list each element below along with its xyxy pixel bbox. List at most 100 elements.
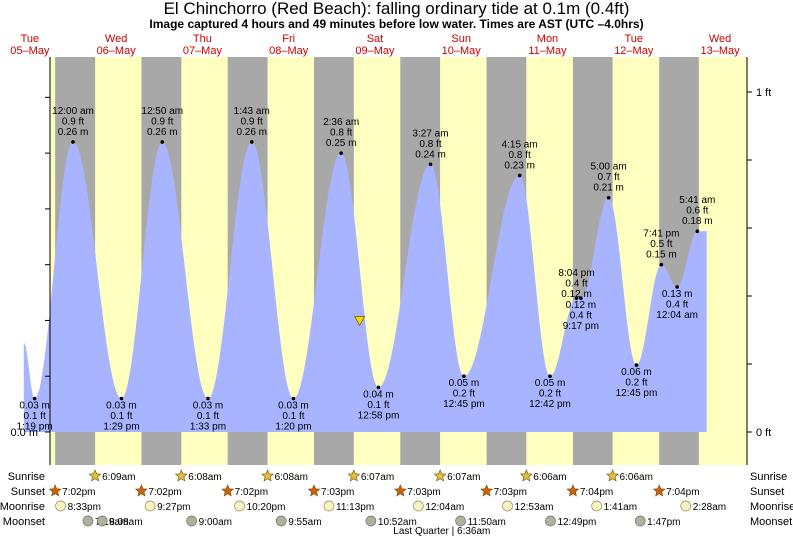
tide-point [249,140,254,144]
tide-point [574,296,579,300]
sunrise-time: 6:07am [361,472,394,483]
day-name: Fri [282,33,295,45]
sunrise-time: 6:07am [447,472,480,483]
low-tide-label: 0.4 ft [570,311,592,322]
sunset-time: 7:02pm [62,487,95,498]
moonrise-icon [323,500,335,512]
low-tide-label: 0.2 ft [539,389,561,400]
high-tide-label: 0.9 ft [151,116,173,127]
low-tide-label: 0.2 ft [453,389,475,400]
day-name: Tue [21,33,40,45]
sunrise-icon [261,469,275,482]
tide-point [659,262,664,267]
tide-point [206,396,210,401]
right-axis-label: 0 ft [756,427,771,439]
low-tide-label: 12:04 am [656,310,698,321]
moonrise-time: 12:04am [425,502,464,513]
high-tide-label: 0.8 ft [330,128,352,139]
high-tide-label: 0.26 m [147,127,178,138]
day-date: 12–May [614,45,654,57]
high-tide-label: 0.23 m [504,160,535,171]
left-axis-label: 0.0 m [10,427,38,439]
sunset-time: 7:03pm [407,487,440,498]
moonset-row-label-right: Moonset [750,516,792,528]
moonset-time: 12:49pm [557,517,596,528]
day-name: Mon [537,33,558,45]
sunset-icon [652,484,666,497]
sunrise-row-label-right: Sunrise [750,471,787,483]
moonrise-icon [412,500,424,512]
moonset-time: 9:00am [199,517,232,528]
tide-area [23,142,707,432]
day-name: Wed [105,33,127,45]
high-tide-label: 0.6 ft [686,206,708,217]
tide-point [376,385,381,390]
sunset-row-label-right: Sunset [750,486,784,498]
moonset-time: 9:55am [288,517,321,528]
moonset-time: 1:47pm [647,517,680,528]
high-tide-label: 0.18 m [682,216,713,227]
sunrise-icon [88,469,102,482]
low-tide-label: 12:42 pm [529,399,571,410]
high-tide-label: 0.25 m [326,138,357,149]
moonset-icon [96,515,108,527]
moonset-icon [634,515,646,527]
tide-point [160,140,165,144]
sunrise-time: 6:06am [533,472,566,483]
high-tide-label: 4:15 am [502,139,538,150]
moonset-icon [275,515,287,527]
low-tide-label: 1:20 pm [275,422,311,433]
low-tide-label: 0.2 ft [625,378,647,389]
moonset-row-label-left: Moonset [3,516,45,528]
moonset-icon [82,515,94,527]
high-tide-label: 0.9 ft [62,116,84,127]
high-tide-label: 12:50 am [141,106,183,117]
moonrise-time: 11:13pm [336,502,374,513]
high-tide-label: 0.8 ft [419,139,441,150]
sunset-time: 7:02pm [148,487,181,498]
high-tide-label: 0.15 m [646,250,677,261]
high-tide-label: 0.8 ft [509,150,531,161]
sunrise-time: 6:08am [275,472,308,483]
high-tide-label: 0.5 ft [650,239,672,250]
moonrise-icon [234,500,245,512]
sunset-icon [134,484,148,497]
current-level-marker [353,316,366,327]
moon-phase-label: Last Quarter | 6:36am [393,526,490,537]
low-tide-label: 0.05 m [535,378,566,389]
high-tide-label: 3:27 am [412,128,448,139]
sunset-icon [566,484,580,497]
low-tide-label: 0.13 m [662,289,693,300]
sunrise-icon [519,469,533,482]
sunrise-icon [174,469,188,482]
sunrise-icon [606,469,620,482]
low-tide-label: 12:45 pm [443,399,485,410]
low-tide-label: 0.4 ft [666,299,688,310]
moonrise-time: 12:53am [515,502,554,513]
day-date: 13–May [700,45,740,57]
tide-point [71,140,75,144]
low-tide-label: 1:33 pm [190,422,226,433]
low-tide-label: 12:58 pm [358,410,400,421]
sunrise-time: 6:09am [102,472,135,483]
high-tide-label: 0.21 m [593,183,624,194]
high-tide-label: 2:36 am [323,117,359,128]
tide-point [548,374,552,379]
tide-point [119,396,124,401]
moonset-icon [455,515,466,527]
moonset-time: 10:52am [378,517,417,528]
day-name: Sun [451,33,471,45]
moonrise-time: 10:20pm [247,502,286,513]
sunset-time: 7:03pm [321,487,354,498]
moonrise-time: 2:28am [693,502,726,513]
sunset-row-label-left: Sunset [11,486,45,498]
moonrise-icon [591,500,603,512]
tide-point [695,229,700,234]
sunset-icon [221,484,235,497]
high-tide-label: 0.26 m [58,127,89,138]
right-axis-label: 1 ft [756,87,771,99]
sunset-time: 7:04pm [580,487,613,498]
low-tide-label: 0.04 m [363,389,394,400]
day-name: Sat [367,33,384,45]
sunset-icon [480,484,494,497]
